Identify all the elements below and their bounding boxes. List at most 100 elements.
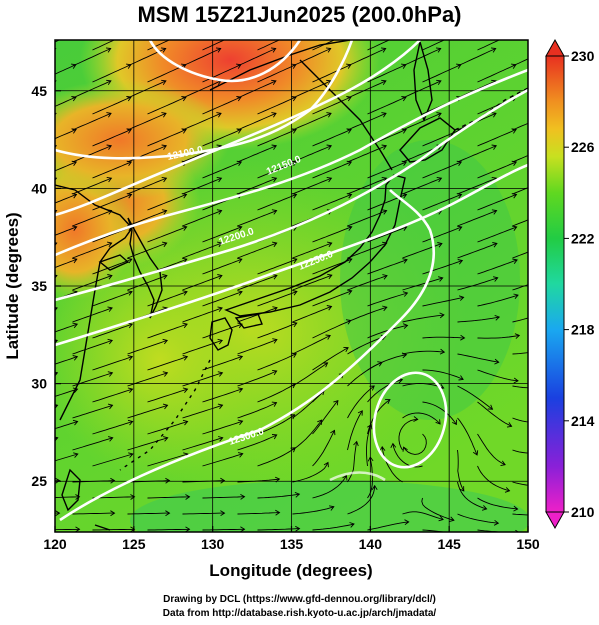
streamline <box>312 430 335 467</box>
streamline <box>477 401 512 427</box>
streamline-arrow <box>346 63 352 69</box>
streamline <box>92 291 133 307</box>
streamline <box>422 193 462 211</box>
streamline-arrow <box>272 338 278 344</box>
streamline-arrow <box>436 176 443 183</box>
streamline <box>55 145 57 147</box>
height-contours <box>55 40 528 522</box>
streamline-arrow <box>346 32 351 37</box>
streamline-arrow <box>390 442 397 449</box>
streamline <box>347 275 388 291</box>
streamline-arrow <box>385 399 391 404</box>
streamline <box>127 512 170 515</box>
streamline <box>402 112 442 131</box>
streamline <box>367 226 407 243</box>
streamline-arrow <box>439 348 446 355</box>
streamline <box>257 193 297 211</box>
streamline <box>477 433 506 466</box>
streamline <box>202 96 242 115</box>
streamline <box>55 210 57 212</box>
streamline <box>72 80 112 99</box>
streamline <box>92 388 133 403</box>
streamline-arrow <box>512 225 518 231</box>
streamline <box>312 161 352 179</box>
streamline <box>477 161 517 179</box>
streamline <box>392 443 423 468</box>
streamline <box>292 48 331 67</box>
streamline-arrow <box>381 144 387 150</box>
streamline-arrow <box>291 63 297 69</box>
streamline <box>127 480 170 483</box>
streamline-arrow <box>126 160 133 167</box>
streamline-arrow <box>161 112 167 118</box>
colorbar-tick-label: 222 <box>571 230 595 246</box>
streamline-arrow <box>73 452 79 458</box>
streamline-arrow <box>71 63 77 69</box>
streamline <box>55 339 58 342</box>
streamline-arrow <box>127 419 134 426</box>
streamline <box>127 372 168 387</box>
x-tick-label: 130 <box>201 536 225 552</box>
streamline-arrow <box>271 112 277 118</box>
streamline <box>55 388 78 397</box>
streamline-arrow <box>71 95 77 102</box>
streamline <box>237 307 278 323</box>
streamline <box>182 210 222 227</box>
streamline-arrow <box>185 526 191 532</box>
streamline <box>92 96 132 115</box>
streamline <box>477 369 519 382</box>
streamline <box>512 187 528 195</box>
y-axis-label: Latitude (degrees) <box>3 212 22 359</box>
streamline-arrow <box>127 355 134 361</box>
streamline-arrow <box>494 358 500 365</box>
streamline-arrow <box>161 209 168 215</box>
streamline-arrow <box>55 209 58 214</box>
streamline-arrow <box>346 128 352 134</box>
streamline-arrow <box>271 209 278 215</box>
streamline <box>237 434 277 451</box>
streamline-arrow <box>491 112 497 118</box>
streamline-arrow <box>494 314 501 321</box>
streamline <box>72 339 113 355</box>
streamline <box>257 161 297 179</box>
streamline-arrow <box>126 128 132 134</box>
streamline <box>92 161 132 179</box>
streamline-arrow <box>436 112 442 118</box>
streamline <box>477 193 517 211</box>
streamline <box>402 350 445 355</box>
streamline-arrow <box>274 476 281 483</box>
streamline-arrow <box>492 242 498 248</box>
streamline <box>347 441 358 483</box>
streamline-arrow <box>381 209 388 215</box>
streamline <box>92 129 132 147</box>
streamline <box>127 177 167 195</box>
streamline <box>147 528 190 531</box>
streamline <box>477 64 516 83</box>
streamline <box>127 210 167 227</box>
streamline-arrow <box>323 461 329 468</box>
streamline <box>477 40 501 51</box>
chart-title: MSM 15Z21Jun2025 (200.0hPa) <box>137 2 462 27</box>
streamline-arrow <box>342 474 348 481</box>
streamline-arrow <box>456 32 461 37</box>
streamline <box>72 275 113 291</box>
streamline-arrow <box>413 416 419 422</box>
streamline <box>512 122 528 131</box>
streamline <box>237 274 278 291</box>
streamline <box>147 388 188 403</box>
streamline-arrow <box>106 79 112 86</box>
streamline <box>512 417 528 423</box>
streamline-arrow <box>107 338 113 345</box>
streamline-arrow <box>182 290 188 296</box>
streamline <box>72 512 115 515</box>
streamline <box>477 226 517 243</box>
colorbar-max-arrow <box>545 38 565 57</box>
streamline-arrow <box>161 144 167 150</box>
streamline-arrow <box>237 354 244 361</box>
streamline-arrow <box>161 176 168 183</box>
streamline <box>257 414 295 435</box>
streamline-arrow <box>437 242 443 248</box>
streamline-arrow <box>401 63 407 69</box>
streamline-arrow <box>272 241 278 248</box>
